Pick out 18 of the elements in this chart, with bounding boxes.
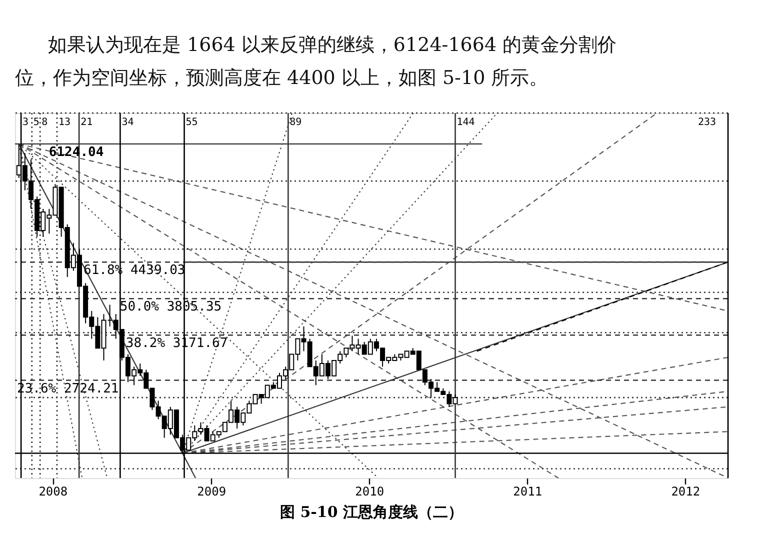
ref-line-label: 89	[290, 117, 302, 128]
ref-line-label: 13	[58, 117, 71, 128]
text: 图 5-10 江恩角度线（二）	[280, 503, 463, 521]
ref-line-label: 144	[456, 117, 475, 128]
x-tick-label: 2010	[355, 484, 384, 498]
x-tick-label: 2009	[197, 484, 226, 498]
x-tick-label: 2012	[671, 484, 700, 498]
x-tick-label: 2011	[513, 484, 542, 498]
text: 位，作为空间坐标，预测高度在 4400 以上，如图 5-10 所示。	[15, 67, 548, 89]
ref-line-label: 55	[186, 117, 198, 128]
x-tick-label: 2008	[38, 484, 68, 498]
ref-line-label: 21	[80, 117, 93, 128]
ref-line-label: 233	[698, 117, 716, 128]
ref-line-label: 5	[33, 117, 40, 128]
text: 如果认为现在是 1664 以来反弹的继续，6124-1664 的黄金分割价	[48, 34, 617, 56]
ref-line-label: 8	[42, 117, 48, 128]
ref-line-label: 3	[22, 117, 29, 128]
ref-line-label: 34	[122, 117, 134, 128]
